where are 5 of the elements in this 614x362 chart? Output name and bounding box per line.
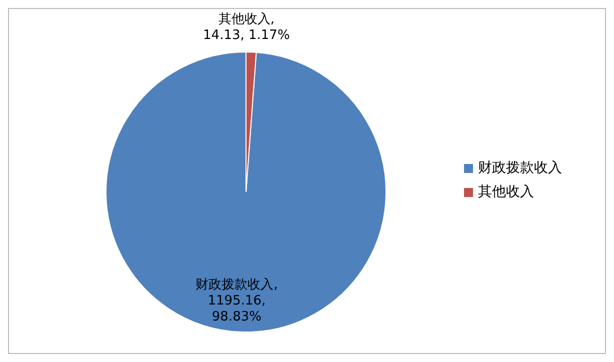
pie-slice bbox=[106, 52, 386, 332]
legend-label: 其他收入 bbox=[478, 183, 534, 201]
data-label: 财政拨款收入, 1195.16, 98.83% bbox=[196, 278, 278, 325]
legend-label: 财政拨款收入 bbox=[478, 159, 562, 177]
data-label: 其他收入, 14.13, 1.17% bbox=[203, 12, 290, 44]
